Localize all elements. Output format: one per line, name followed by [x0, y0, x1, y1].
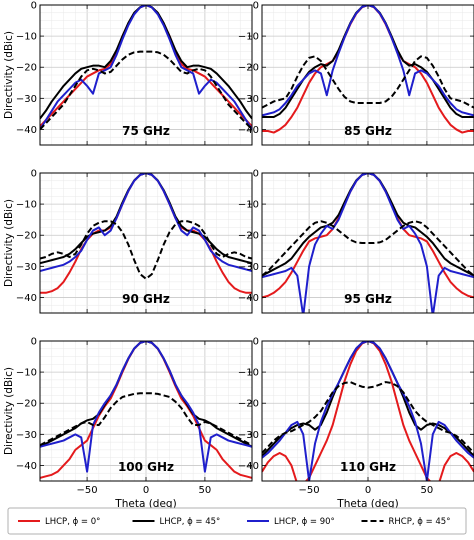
y-axis-label: Directivity (dBic) [3, 367, 15, 455]
series-line-lhcp-phi45 [40, 173, 252, 265]
series-line-lhcp-phi90 [262, 173, 474, 313]
series-line-lhcp-phi90 [40, 173, 252, 272]
panel-95-ghz: 0 −10 −20 −30 −40 95 GHz [238, 169, 474, 314]
x-tick-label: 50 [421, 485, 434, 496]
y-tick-label: −20 [16, 399, 37, 410]
legend-box [7, 507, 467, 535]
x-tick-label: 0 [143, 485, 149, 496]
y-tick-label: −20 [16, 231, 37, 242]
legend-label: RHCP, ϕ = 45° [389, 517, 451, 527]
y-tick-label: −30 [238, 430, 259, 441]
y-tick-label: 0 [31, 1, 37, 12]
y-tick-label: −30 [16, 430, 37, 441]
series-line-lhcp-phi45 [262, 341, 474, 457]
y-tick-label: 0 [253, 169, 259, 180]
legend-label: LHCP, ϕ = 90° [274, 517, 335, 527]
y-tick-label: 0 [253, 1, 259, 12]
y-tick-label: −20 [16, 63, 37, 74]
y-tick-label: −40 [238, 461, 259, 472]
y-tick-label: −40 [16, 461, 37, 472]
series-line-lhcp-phi0 [40, 173, 252, 294]
series-line-lhcp-phi45 [40, 341, 252, 448]
x-tick-label: −50 [299, 485, 320, 496]
frequency-label: 75 GHz [122, 124, 170, 138]
grid [261, 340, 474, 482]
series-line-lhcp-phi90 [40, 341, 252, 473]
y-tick-label: −30 [16, 262, 37, 273]
series-line-rhcp-phi45 [40, 220, 252, 280]
y-tick-label: −10 [16, 368, 37, 379]
y-tick-label: −10 [238, 368, 259, 379]
series-line-lhcp-phi90 [262, 5, 474, 117]
y-tick-label: −10 [238, 32, 259, 43]
x-axis-label: Theta (deg) [336, 498, 398, 510]
series-line-lhcp-phi45 [262, 5, 474, 118]
series-group [262, 5, 474, 134]
frequency-label: 110 GHz [340, 460, 396, 474]
series-line-lhcp-phi0 [262, 5, 474, 134]
series-line-lhcp-phi0 [40, 341, 252, 479]
y-tick-label: −40 [238, 125, 259, 136]
series-line-rhcp-phi45 [262, 220, 474, 277]
series-group [262, 173, 474, 313]
grid [39, 172, 253, 314]
y-tick-label: −20 [238, 63, 259, 74]
series-line-lhcp-phi45 [262, 173, 474, 277]
y-tick-label: −10 [16, 200, 37, 211]
y-tick-label: −20 [238, 399, 259, 410]
series-line-lhcp-phi0 [262, 173, 474, 299]
frequency-label: 90 GHz [122, 292, 170, 306]
y-tick-label: −20 [238, 231, 259, 242]
y-tick-label: 0 [253, 337, 259, 348]
frequency-label: 85 GHz [344, 124, 392, 138]
series-line-rhcp-phi45 [40, 392, 252, 447]
grid [261, 172, 474, 314]
y-tick-label: −10 [238, 200, 259, 211]
series-group [40, 5, 252, 131]
y-tick-label: −40 [238, 293, 259, 304]
y-tick-label: −30 [238, 94, 259, 105]
panel-110-ghz: −50 0 50 0 −10 −20 −30 −40 Theta (deg) 110 GHz [238, 337, 474, 510]
legend: LHCP, ϕ = 0° LHCP, ϕ = 45° LHCP, ϕ = 90° RH… [7, 507, 467, 535]
x-tick-label: −50 [77, 485, 98, 496]
series-line-lhcp-phi90 [262, 341, 474, 481]
y-tick-label: −10 [16, 32, 37, 43]
x-tick-label: 0 [365, 485, 371, 496]
legend-label: LHCP, ϕ = 0° [45, 517, 100, 527]
y-tick-label: −40 [16, 125, 37, 136]
x-axis-label: Theta (deg) [114, 498, 176, 510]
series-line-lhcp-phi0 [40, 5, 252, 128]
y-axis-label: Directivity (dBic) [3, 31, 15, 119]
series-group [40, 341, 252, 479]
y-tick-label: −30 [16, 94, 37, 105]
frequency-label: 95 GHz [344, 292, 392, 306]
y-axis-label: Directivity (dBic) [3, 199, 15, 287]
series-group [40, 173, 252, 294]
y-tick-label: 0 [31, 337, 37, 348]
legend-label: LHCP, ϕ = 45° [160, 517, 221, 527]
frequency-label: 100 GHz [118, 460, 174, 474]
y-tick-label: 0 [31, 169, 37, 180]
series-line-rhcp-phi45 [40, 50, 252, 131]
x-tick-label: 50 [199, 485, 212, 496]
series-line-rhcp-phi45 [262, 381, 474, 454]
panel-85-ghz: 0 −10 −20 −30 −40 85 GHz [238, 1, 474, 146]
series-line-lhcp-phi90 [40, 5, 252, 130]
series-group [262, 341, 474, 481]
series-line-lhcp-phi45 [40, 5, 252, 120]
y-tick-label: −30 [238, 262, 259, 273]
series-line-rhcp-phi45 [262, 55, 474, 109]
y-tick-label: −40 [16, 293, 37, 304]
